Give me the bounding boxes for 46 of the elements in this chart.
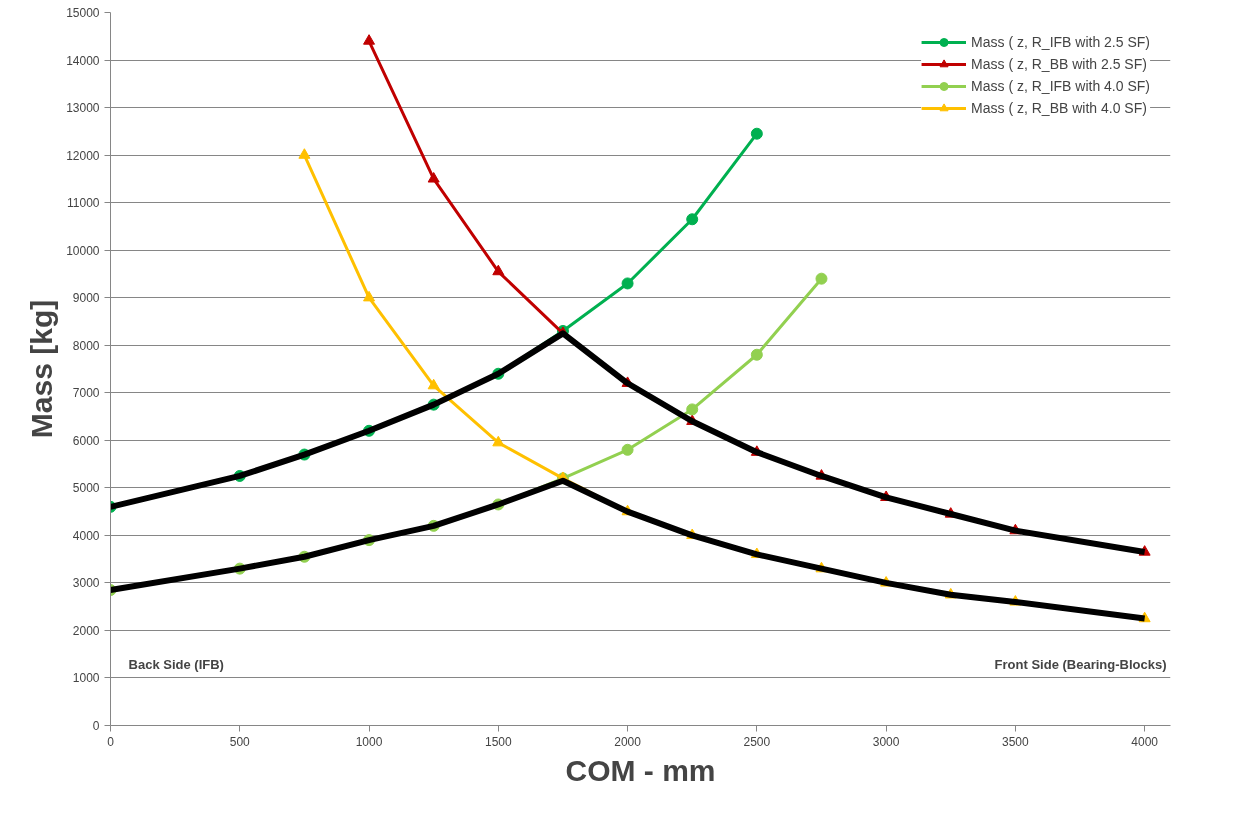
- point: [621, 277, 634, 290]
- x-tick-label: 4000: [1131, 734, 1159, 749]
- y-tick-label: 14000: [66, 53, 100, 68]
- y-tick-label: 9000: [72, 291, 100, 306]
- x-tick-label: 500: [229, 734, 251, 749]
- x-tick-label: 0: [107, 734, 115, 749]
- point: [621, 443, 634, 456]
- y-tick-label: 2000: [72, 623, 100, 638]
- legend-label: Mass ( z, R_IFB with 4.0 SF): [971, 78, 1150, 94]
- legend-label: Mass ( z, R_BB with 2.5 SF): [971, 56, 1147, 72]
- y-axis-title: Mass [kg]: [25, 299, 59, 439]
- point: [750, 348, 763, 361]
- y-tick-label: 11000: [67, 196, 100, 211]
- point: [492, 264, 505, 276]
- y-tick-label: 3000: [72, 576, 100, 591]
- x-tick-label: 2500: [743, 734, 771, 749]
- point: [427, 172, 440, 183]
- point: [427, 378, 440, 390]
- y-tick-label: 6000: [72, 433, 100, 448]
- annotation: Back Side (IFB): [128, 656, 224, 672]
- y-tick-label: 10000: [66, 243, 100, 258]
- x-tick-label: 3000: [872, 734, 900, 749]
- x-tick-label: 2000: [614, 734, 642, 749]
- y-tick-label: 5000: [72, 481, 100, 496]
- x-tick-label: 1500: [484, 734, 512, 749]
- point: [686, 403, 699, 416]
- legend-label: Mass ( z, R_IFB with 2.5 SF): [971, 34, 1150, 50]
- y-tick-label: 1000: [72, 671, 100, 686]
- point: [363, 290, 376, 302]
- y-tick-label: 8000: [72, 338, 100, 353]
- y-tick-label: 7000: [72, 386, 100, 401]
- y-tick-label: 13000: [66, 101, 100, 116]
- point: [815, 272, 828, 285]
- annotation: Front Side (Bearing-Blocks): [994, 656, 1167, 672]
- y-tick-label: 0: [92, 719, 100, 733]
- legend-label: Mass ( z, R_BB with 4.0 SF): [971, 100, 1147, 116]
- point: [363, 34, 376, 45]
- x-axis-title: COM - mm: [565, 753, 716, 787]
- point: [298, 148, 311, 159]
- y-tick-label: 15000: [66, 6, 100, 20]
- y-tick-label: 4000: [72, 528, 100, 543]
- x-tick-label: 3500: [1002, 734, 1030, 749]
- point: [750, 127, 763, 140]
- y-tick-label: 12000: [66, 148, 100, 163]
- point: [686, 213, 699, 226]
- x-tick-label: 1000: [355, 734, 383, 749]
